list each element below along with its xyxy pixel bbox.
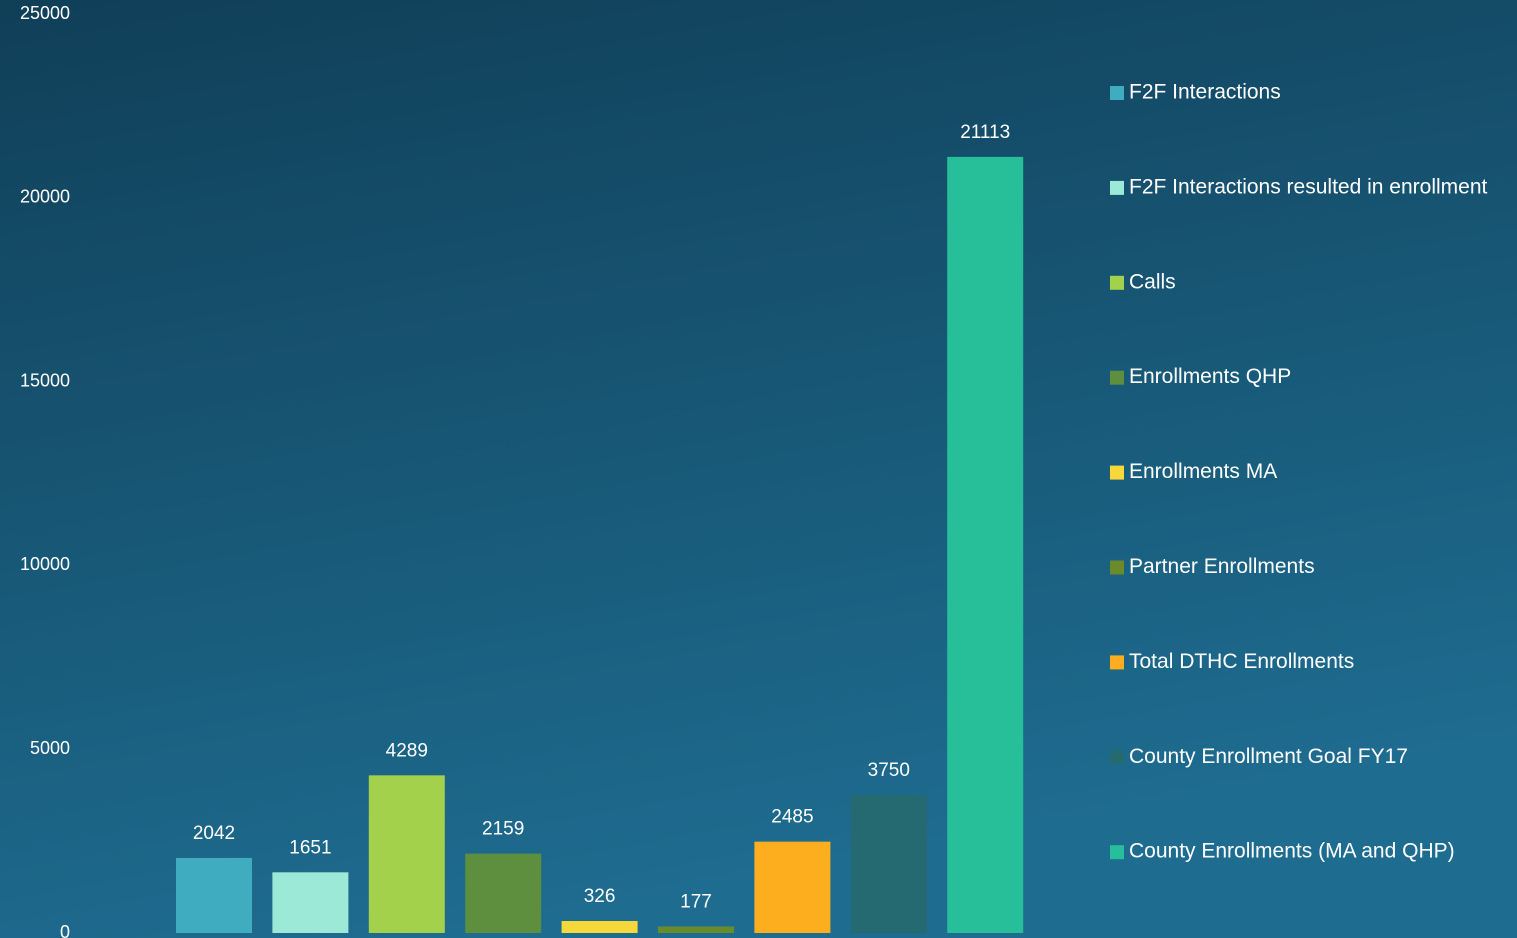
legend-swatch [1110, 655, 1124, 670]
bar [561, 921, 638, 933]
legend-label: Enrollments MA [1129, 460, 1277, 483]
y-tick-label: 15000 [20, 370, 70, 390]
legend-swatch [1110, 275, 1124, 290]
y-tick-label: 0 [60, 922, 70, 938]
value-label: 2485 [771, 807, 813, 828]
legend-label: F2F Interactions resulted in enrollment [1129, 175, 1487, 198]
bar [850, 795, 927, 933]
bar [368, 775, 445, 933]
legend-label: County Enrollment Goal FY17 [1129, 745, 1408, 768]
bar [754, 841, 831, 933]
value-label: 21113 [960, 122, 1010, 143]
legend-label: Total DTHC Enrollments [1129, 650, 1354, 673]
bar [176, 857, 252, 933]
legend-label: F2F Interactions [1129, 81, 1281, 104]
value-label: 4289 [386, 740, 428, 761]
legend-swatch [1110, 560, 1124, 575]
y-tick-label: 20000 [20, 187, 70, 207]
legend-label: Partner Enrollments [1129, 555, 1315, 578]
legend-swatch [1110, 750, 1124, 765]
legend-label: Calls [1129, 270, 1176, 293]
value-label: 326 [584, 886, 616, 907]
bar [272, 872, 349, 933]
legend-swatch [1110, 465, 1124, 480]
value-label: 2042 [193, 823, 235, 844]
y-tick-label: 10000 [20, 554, 70, 574]
y-tick-label: 25000 [20, 3, 70, 23]
value-label: 2159 [482, 819, 524, 840]
bar [947, 156, 1024, 934]
legend-label: County Enrollments (MA and QHP) [1129, 840, 1455, 863]
value-label: 1651 [289, 837, 331, 858]
legend-swatch [1110, 86, 1124, 100]
bar [465, 853, 542, 933]
bar [658, 926, 734, 933]
value-label: 177 [680, 892, 712, 913]
legend-swatch [1110, 180, 1124, 195]
legend-swatch [1110, 370, 1124, 385]
value-label: 3750 [868, 760, 910, 781]
y-tick-label: 5000 [30, 738, 70, 758]
legend-swatch [1110, 845, 1124, 860]
legend-label: Enrollments QHP [1129, 365, 1291, 388]
